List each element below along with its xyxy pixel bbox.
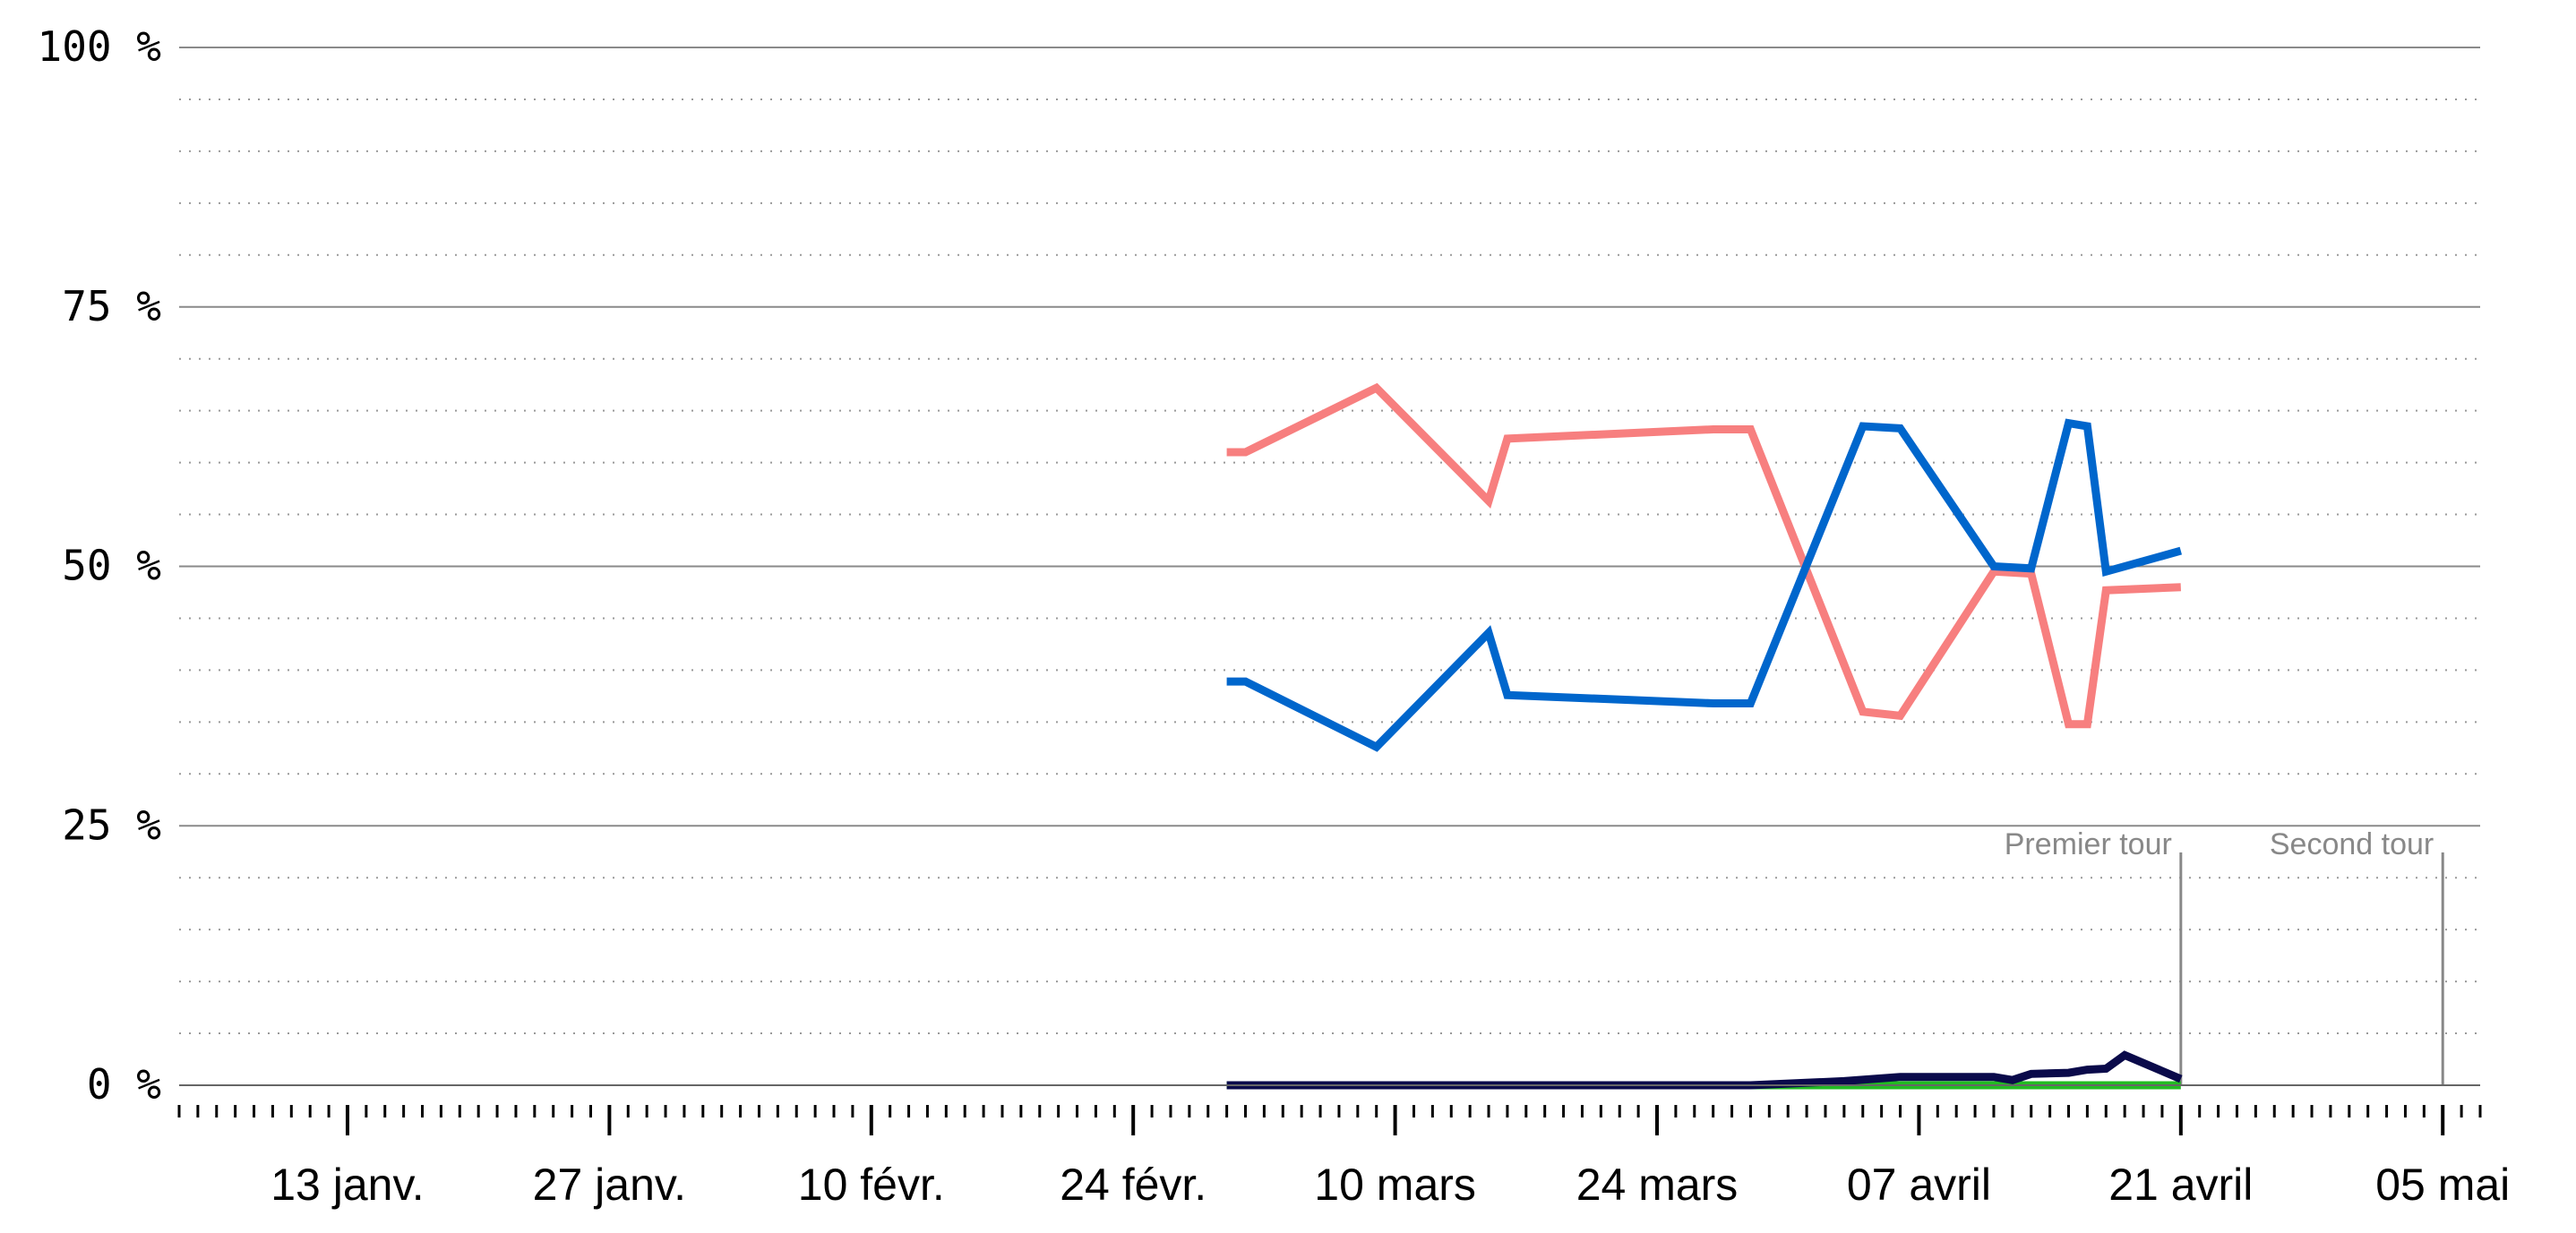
series-line-4 <box>1226 1050 2183 1090</box>
series-line-2 <box>1226 418 2183 752</box>
y-axis-labels: 0 % 25 % 50 % 75 % 100 % <box>38 22 161 1109</box>
series-lines <box>1226 382 2183 1090</box>
round-annotations: Premier tour Second tour <box>2005 827 2444 1085</box>
x-axis: 13 janv. 27 janv. 10 févr. 24 févr. 10 mars 2… <box>177 1084 2510 1210</box>
x-tick-label: 05 mai <box>2375 1160 2510 1210</box>
x-tick-label: 27 janv. <box>533 1160 686 1210</box>
round-marker-label: Second tour <box>2270 827 2434 861</box>
x-tick-label: 13 janv. <box>270 1160 424 1210</box>
x-tick-label: 10 févr. <box>798 1160 945 1210</box>
series-line-1 <box>1226 382 2181 729</box>
x-tick-label: 24 févr. <box>1060 1160 1206 1210</box>
x-tick-label: 24 mars <box>1576 1160 1739 1210</box>
x-tick-label: 07 avril <box>1847 1160 1991 1210</box>
y-tick-label: 50 % <box>62 542 161 590</box>
x-tick-label: 10 mars <box>1314 1160 1476 1210</box>
y-tick-label: 100 % <box>38 22 161 71</box>
y-tick-label: 25 % <box>62 801 161 849</box>
round-marker-label: Premier tour <box>2005 827 2172 861</box>
x-tick-label: 21 avril <box>2108 1160 2253 1210</box>
y-tick-label: 75 % <box>62 282 161 330</box>
y-tick-label: 0 % <box>87 1060 161 1109</box>
